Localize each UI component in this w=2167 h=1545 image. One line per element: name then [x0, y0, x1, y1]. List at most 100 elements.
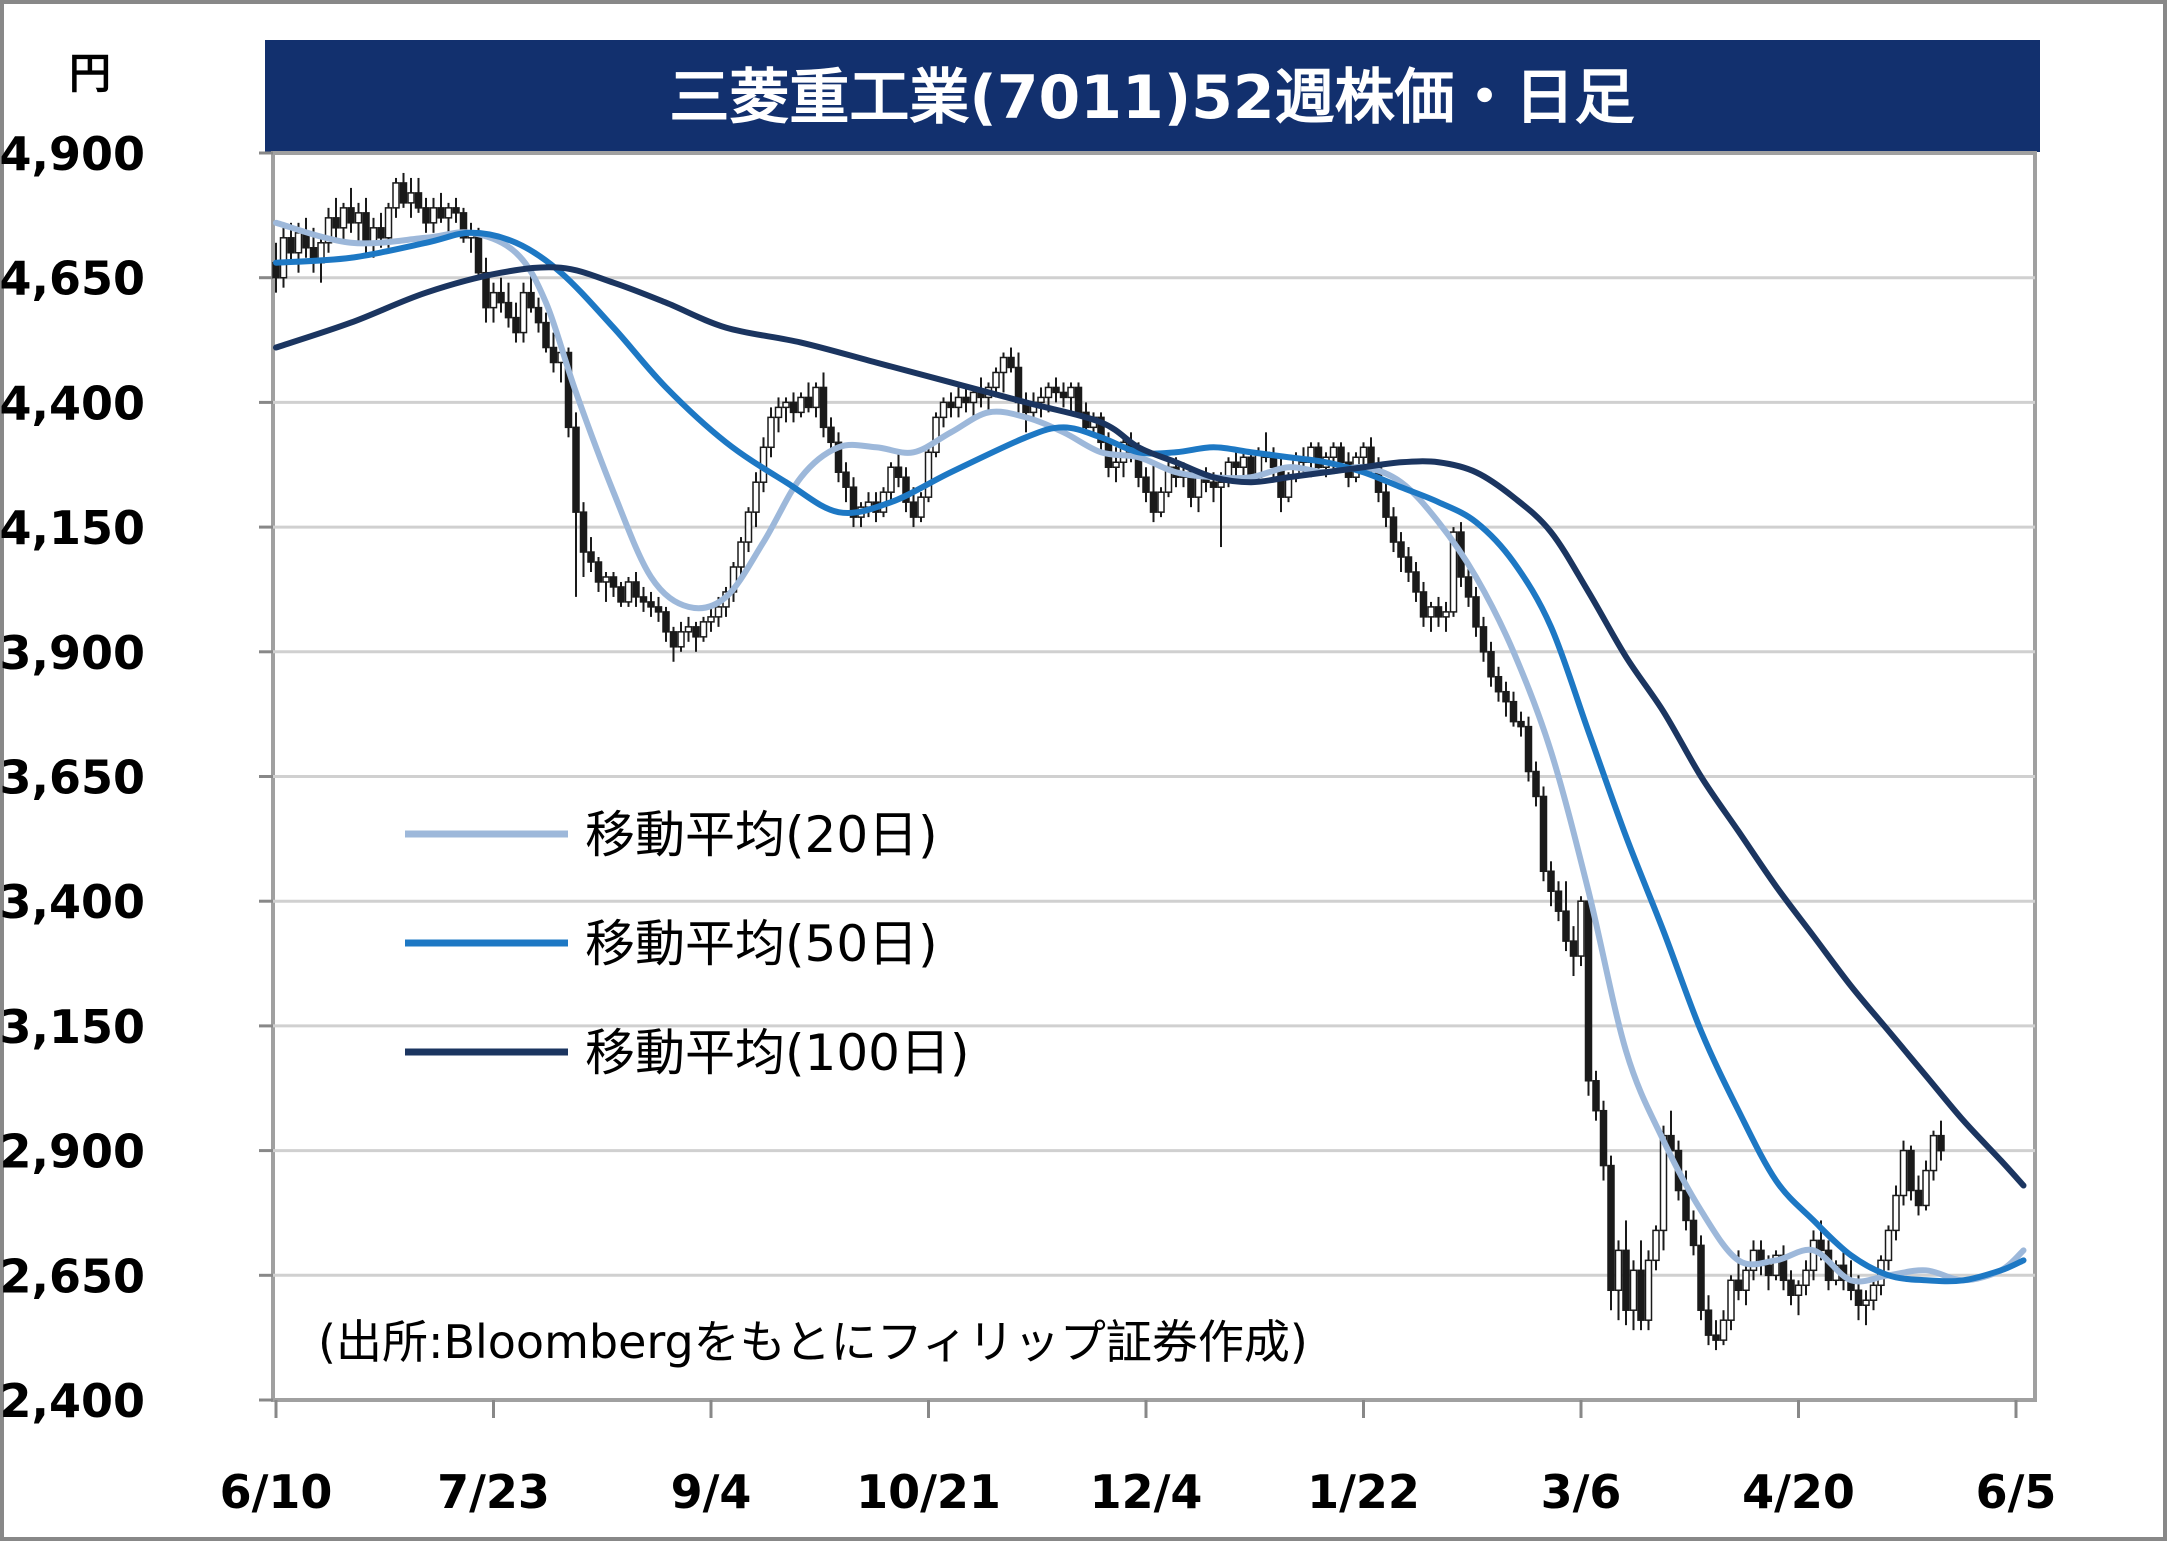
candle — [279, 222, 288, 288]
candle — [827, 417, 835, 453]
candle — [617, 581, 625, 607]
candle-body — [894, 466, 903, 478]
candle — [1584, 891, 1593, 1096]
candle-body — [1899, 1149, 1908, 1197]
candle-body — [1539, 795, 1548, 873]
candle-body — [1412, 571, 1420, 593]
candle-body — [999, 356, 1008, 374]
candle-body — [624, 581, 633, 603]
candle — [894, 452, 903, 488]
candle — [1742, 1265, 1750, 1306]
candle — [947, 392, 955, 418]
candle-body — [1817, 1239, 1825, 1252]
candle-body — [452, 207, 460, 214]
candle — [1637, 1240, 1645, 1331]
candle-body — [1487, 651, 1495, 678]
candle-body — [1637, 1269, 1645, 1321]
candle — [797, 392, 805, 418]
candle — [692, 621, 700, 652]
candle — [737, 537, 745, 577]
candle — [1794, 1280, 1803, 1316]
candle — [1149, 462, 1158, 523]
candle-body — [1629, 1269, 1638, 1311]
candle-body — [1442, 611, 1450, 618]
x-tick-label: 7/23 — [437, 1465, 550, 1519]
legend-label-ma100: 移動平均(100日) — [585, 1024, 969, 1082]
candle — [782, 397, 790, 423]
candle-body — [677, 631, 685, 648]
candle — [1487, 641, 1495, 687]
candle-body — [1764, 1264, 1773, 1277]
candle-body — [1892, 1194, 1900, 1232]
candle-body — [1449, 531, 1458, 613]
candle-body — [954, 396, 963, 409]
candle-body — [969, 391, 978, 404]
y-tick-label: 3,650 — [0, 751, 145, 805]
candle-body — [737, 541, 745, 568]
candle-body — [699, 621, 708, 638]
candle — [1067, 382, 1075, 413]
candle-body — [1479, 626, 1488, 653]
candle — [812, 382, 820, 418]
candle-body — [1217, 481, 1225, 488]
candle-body — [512, 316, 520, 334]
candle-body — [354, 212, 363, 224]
candle-body — [332, 217, 340, 229]
candle — [1524, 716, 1533, 782]
x-tick-label: 1/22 — [1307, 1465, 1420, 1519]
y-tick-label: 4,900 — [0, 127, 145, 181]
candle — [647, 591, 655, 617]
candle-body — [789, 401, 798, 414]
x-axis: 6/10 7/23 9/4 10/21 12/4 1/22 3/6 4/20 6/5 — [220, 1400, 2056, 1519]
candle — [587, 537, 595, 572]
candle — [1329, 442, 1338, 473]
candle-body — [1052, 386, 1060, 394]
candle-body — [842, 471, 850, 488]
candle-body — [1577, 900, 1585, 957]
candle-body — [1697, 1244, 1705, 1311]
candle — [1434, 596, 1443, 627]
candle-body — [767, 416, 775, 449]
candle — [549, 332, 558, 373]
candle-body — [1269, 456, 1278, 468]
candle-body — [587, 551, 595, 563]
y-tick-label: 3,900 — [0, 626, 145, 680]
candle-body — [572, 426, 580, 513]
candle — [1719, 1310, 1728, 1346]
candle — [1517, 711, 1525, 737]
candle-body — [1734, 1279, 1743, 1292]
chart-title: 三菱重工業(7011)52週株価・日足 — [669, 63, 1634, 133]
candle-body — [1532, 770, 1540, 798]
candle-body — [414, 192, 423, 209]
candle — [1539, 786, 1548, 882]
candle-body — [1929, 1134, 1938, 1172]
candle — [1239, 452, 1248, 478]
candle — [662, 606, 670, 642]
candle-body — [744, 511, 753, 543]
candle-body — [519, 291, 528, 334]
candle — [1704, 1295, 1713, 1346]
candle-body — [1719, 1319, 1728, 1341]
candle-body — [992, 371, 1000, 389]
candle — [594, 557, 603, 592]
candle — [1569, 926, 1578, 977]
candle — [774, 397, 783, 433]
candle — [1892, 1185, 1900, 1241]
candle — [834, 432, 843, 483]
candle — [1442, 601, 1450, 632]
candle-body — [324, 217, 333, 244]
candle — [917, 492, 925, 523]
candle — [1419, 581, 1428, 627]
candle-body — [444, 207, 453, 219]
candle-body — [1787, 1279, 1795, 1297]
candle — [429, 197, 438, 233]
candle-body — [1682, 1189, 1690, 1222]
candle-body — [1854, 1289, 1863, 1306]
candle-body — [1389, 516, 1398, 543]
candle — [489, 282, 498, 323]
candle-body — [347, 207, 355, 224]
candle-body — [819, 386, 828, 429]
candle — [969, 387, 978, 418]
candle-body — [392, 182, 400, 209]
candle-body — [1232, 461, 1240, 468]
